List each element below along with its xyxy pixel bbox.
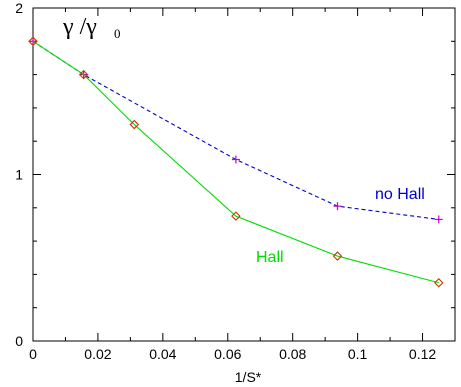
gamma-ratio-subscript: 0 [114, 26, 121, 41]
data-point-no-hall [333, 202, 342, 211]
data-point-hall [129, 119, 140, 130]
plot-frame [32, 7, 456, 342]
x-tick-label: 0.08 [279, 346, 306, 362]
x-tick-label: 0 [29, 346, 37, 362]
x-tick-label: 0.12 [409, 346, 436, 362]
data-point-hall [28, 36, 38, 47]
hall-annotation: Hall [256, 249, 284, 266]
y-tick-label: 2 [15, 0, 23, 16]
data-point-no-hall [434, 215, 443, 224]
x-tick-label: 0.02 [84, 346, 111, 362]
data-point-hall [78, 69, 89, 80]
data-point-no-hall [231, 155, 240, 164]
x-tick-label: 0.06 [214, 346, 241, 362]
series-line-hall [32, 40, 439, 284]
data-point-hall [231, 211, 241, 221]
plot-border [32, 7, 456, 342]
data-point-hall [332, 251, 343, 261]
axis-ticks [32, 7, 456, 342]
y-tick-label: 0 [15, 333, 23, 349]
y-tick-label: 1 [15, 167, 23, 183]
series-layer [28, 36, 444, 288]
x-tick-label: 0.1 [348, 346, 368, 362]
tick-labels: 0 0.02 0.04 0.06 0.08 0.1 0.12 0 1 2 [15, 0, 436, 362]
no-hall-annotation: no Hall [375, 186, 425, 203]
gamma-ratio-label: γ /γ [62, 14, 97, 40]
data-point-hall [433, 277, 444, 288]
x-tick-label: 0.04 [149, 346, 176, 362]
x-axis-label: 1/S* [235, 369, 262, 385]
